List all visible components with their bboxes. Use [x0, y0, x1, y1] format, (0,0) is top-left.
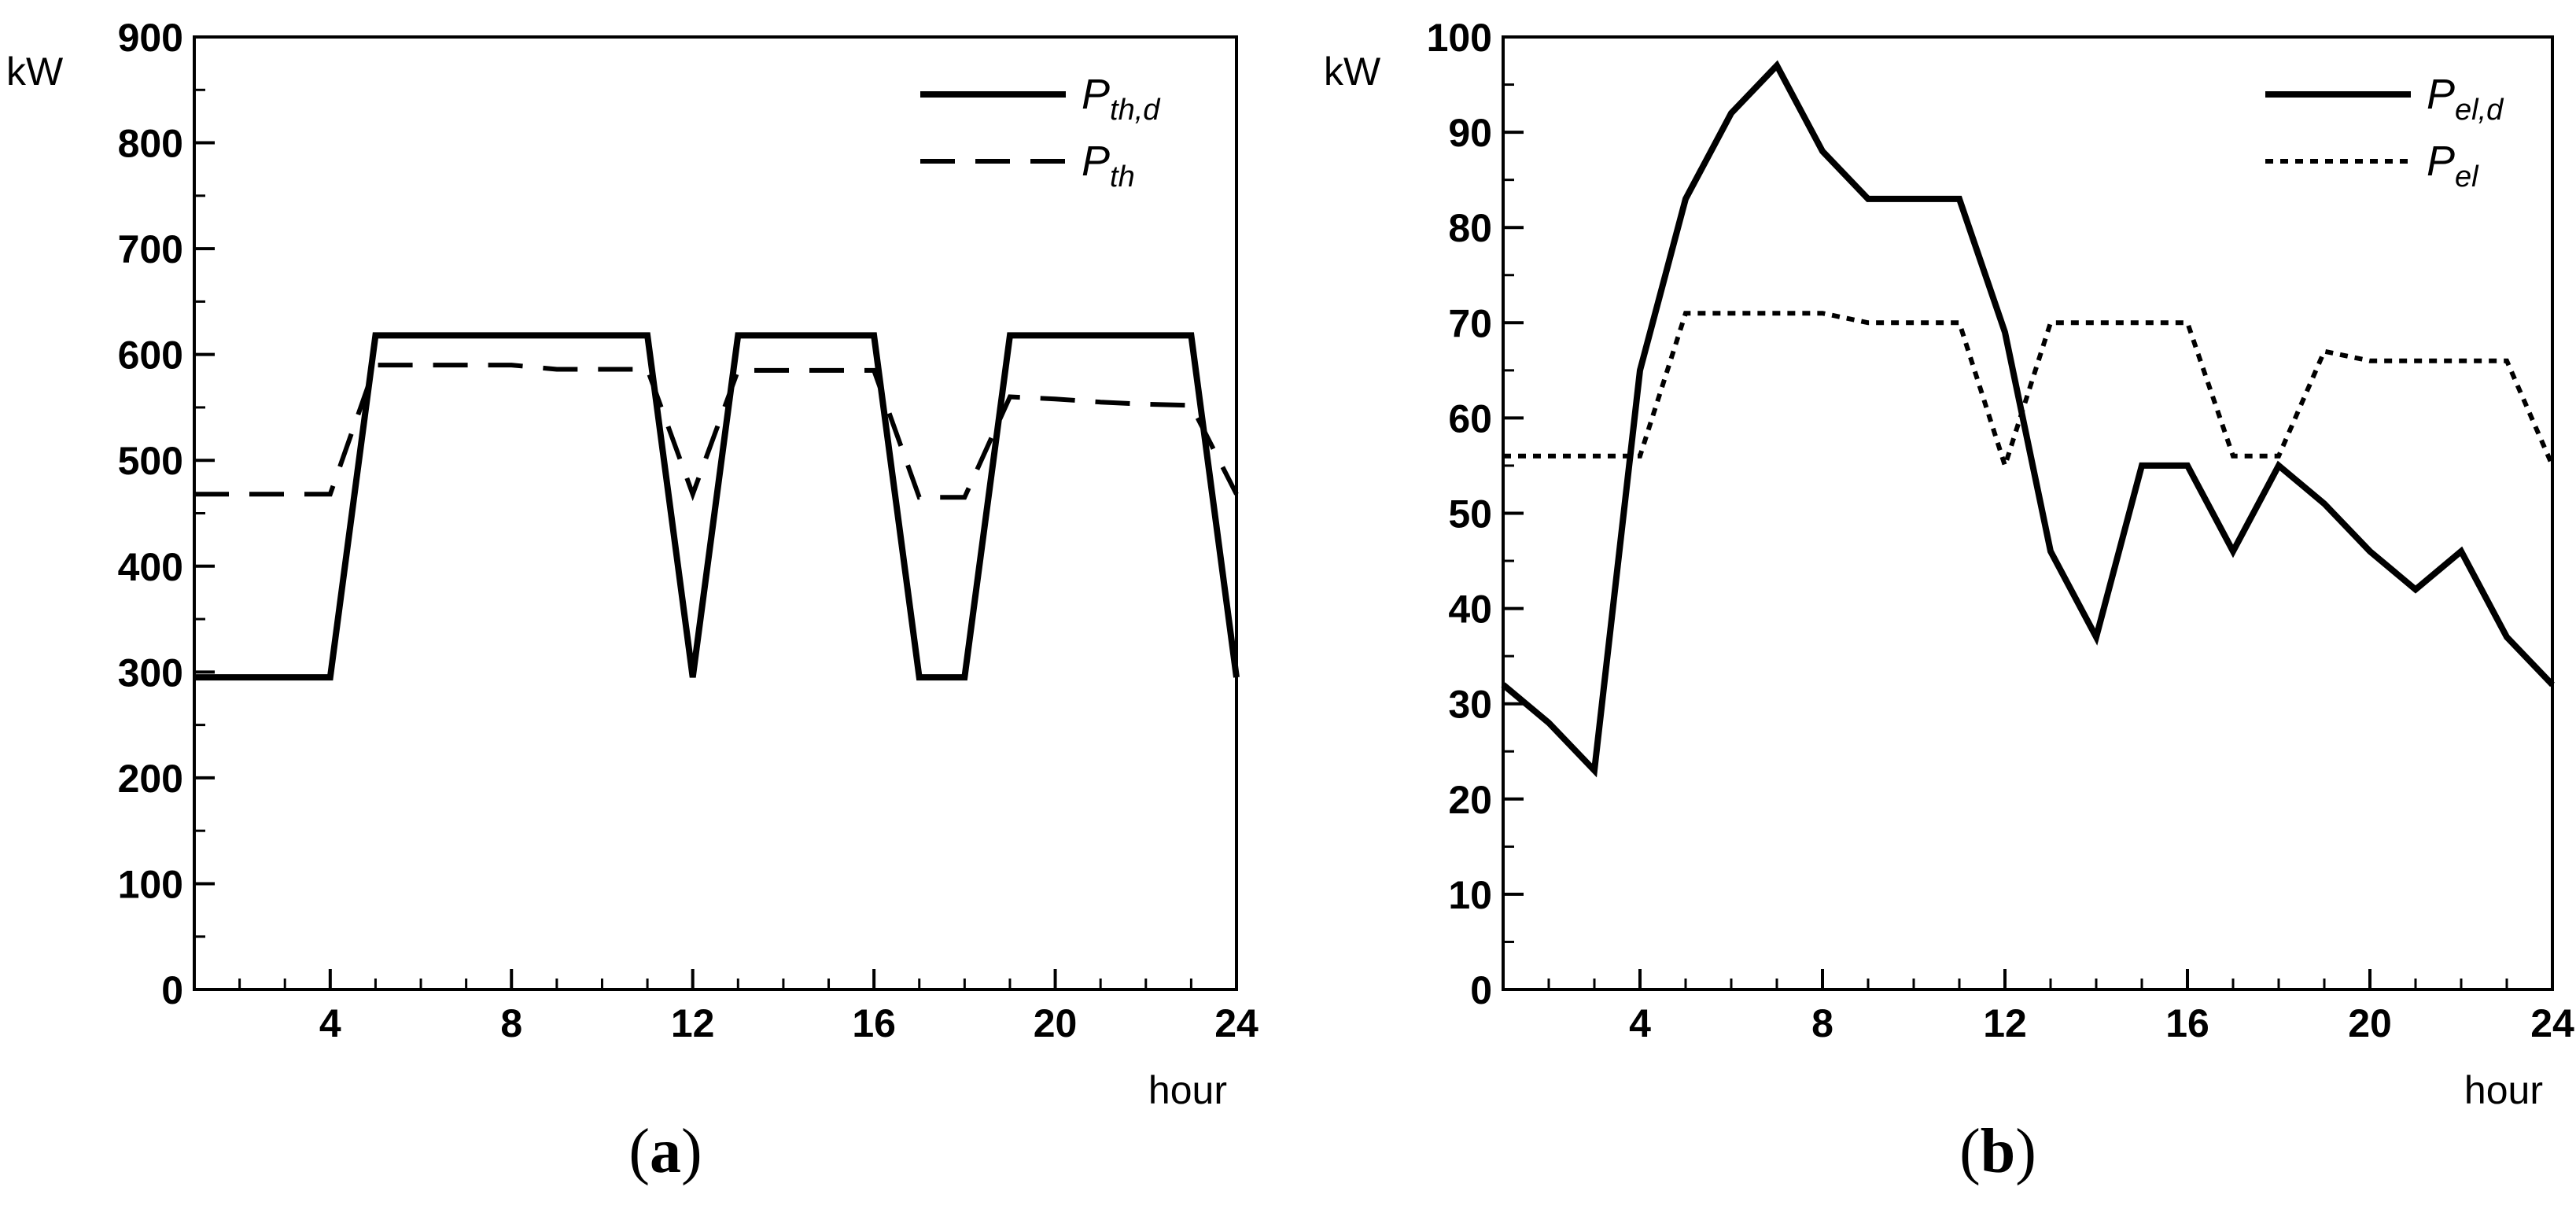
x-tick-label-a: 12 [671, 1001, 715, 1045]
y-axis-unit-a: kW [6, 50, 64, 94]
y-tick-label-b: 40 [1448, 588, 1492, 632]
y-axis-unit-b: kW [1324, 50, 1381, 94]
x-tick-label-a: 16 [852, 1001, 896, 1045]
y-tick-label-b: 60 [1448, 396, 1492, 440]
y-tick-label-a: 900 [118, 16, 183, 60]
y-tick-label-a: 800 [118, 122, 183, 166]
plot-frame-b [1502, 35, 2554, 991]
legend-label-solid-b: Pel,d [2427, 71, 2504, 127]
x-tick-label-b: 8 [1811, 1001, 1833, 1045]
x-tick-label-b: 24 [2530, 1001, 2574, 1045]
x-axis-label-b: hour [2464, 1068, 2543, 1112]
x-tick-label-a: 20 [1034, 1001, 1078, 1045]
y-tick-label-a: 600 [118, 334, 183, 378]
y-tick-label-b: 100 [1427, 16, 1492, 60]
y-tick-label-b: 10 [1448, 873, 1492, 917]
y-tick-label-a: 700 [118, 227, 183, 271]
y-tick-label-b: 50 [1448, 492, 1492, 536]
series-line-solid-a [194, 332, 1240, 681]
y-tick-label-a: 200 [118, 757, 183, 801]
panel-label-b: (b) [1959, 1117, 2036, 1186]
legend-label-solid-a: Pth,d [1082, 71, 1161, 127]
legend-label-dotted-b: Pel [2427, 138, 2479, 194]
chart-panel-b: 0 10 20 30 40 50 60 70 80 90 100 4 8 12 16 20 24 kW hour Pe… [1324, 16, 2574, 1186]
x-tick-label-b: 20 [2348, 1001, 2392, 1045]
y-tick-label-a: 100 [118, 862, 183, 906]
y-tick-label-b: 20 [1448, 778, 1492, 822]
y-tick-label-b: 30 [1448, 683, 1492, 727]
series-line-solid-b [1501, 60, 2555, 778]
x-tick-label-b: 4 [1629, 1001, 1651, 1045]
y-tick-label-b: 0 [1470, 968, 1492, 1012]
y-tick-label-b: 70 [1448, 301, 1492, 345]
y-tick-label-b: 90 [1448, 111, 1492, 155]
x-axis-label-a: hour [1148, 1068, 1227, 1112]
y-tick-label-b: 80 [1448, 206, 1492, 250]
y-tick-label-a: 300 [118, 651, 183, 695]
chart-panel-a: 0 100 200 300 400 500 600 700 800 900 4 8 12 16 20 24 kW… [6, 16, 1259, 1186]
x-tick-label-a: 4 [319, 1001, 341, 1045]
series-line-dashed-a [194, 363, 1239, 502]
y-tick-label-a: 500 [118, 439, 183, 483]
y-tick-label-a: 400 [118, 545, 183, 589]
x-tick-label-a: 24 [1214, 1001, 1259, 1045]
legend-label-dashed-a: Pth [1082, 138, 1135, 194]
panel-label-a: (a) [628, 1117, 702, 1186]
x-tick-label-a: 8 [500, 1001, 522, 1045]
y-tick-label-a: 0 [161, 968, 183, 1012]
x-tick-label-b: 12 [1983, 1001, 2027, 1045]
x-tick-label-b: 16 [2165, 1001, 2209, 1045]
series-line-dotted-b [1503, 311, 2555, 474]
